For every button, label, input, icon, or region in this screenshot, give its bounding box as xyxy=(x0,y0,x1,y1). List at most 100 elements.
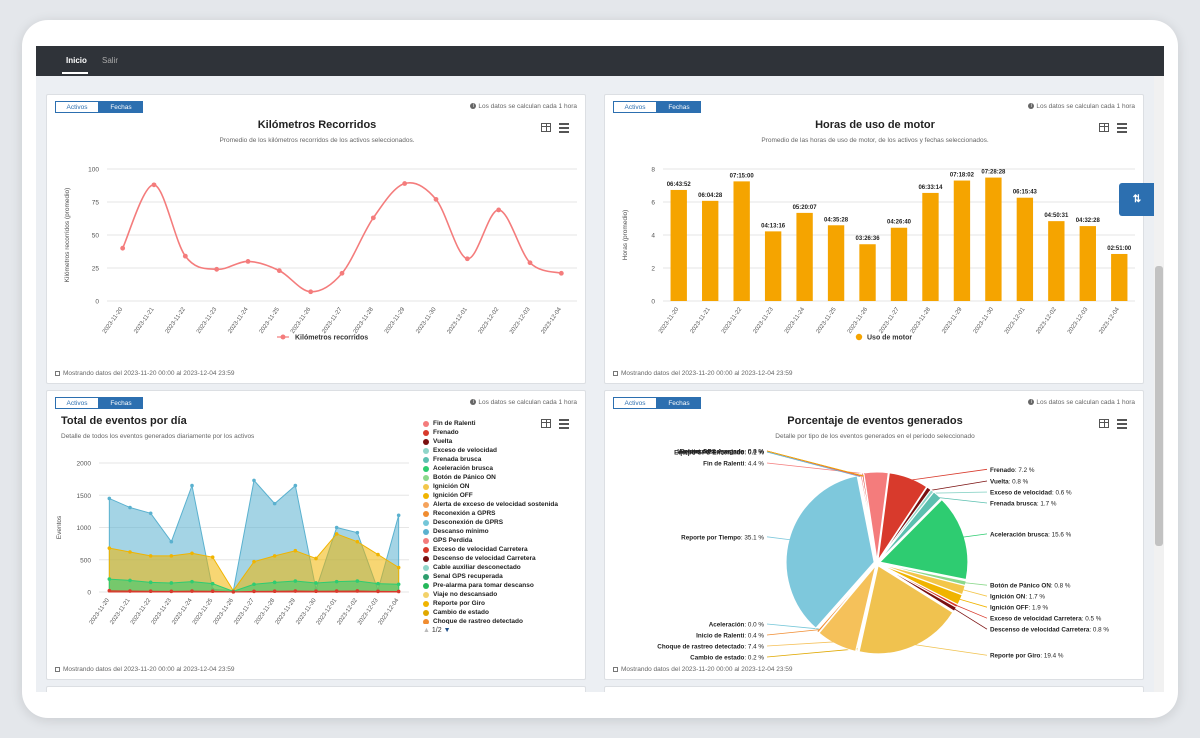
table-view-icon[interactable] xyxy=(1099,419,1109,428)
km-toggle-assets[interactable]: Activos xyxy=(55,101,99,113)
legend-item[interactable]: Ignición ON xyxy=(423,482,583,491)
event-data-point xyxy=(293,579,298,583)
event-data-point xyxy=(148,580,153,585)
legend-item[interactable]: Reporte por Giro xyxy=(423,599,583,608)
legend-item[interactable]: Alerta de exceso de velocidad sostenida xyxy=(423,500,583,509)
events-card: Activos Fechas i Los datos se calculan ca… xyxy=(46,390,586,680)
nav-home-link[interactable]: Inicio xyxy=(66,56,87,65)
motor-toggle-assets[interactable]: Activos xyxy=(613,101,657,113)
table-view-icon[interactable] xyxy=(541,419,551,428)
legend-item[interactable]: Frenado xyxy=(423,428,583,437)
bar-data-label: 07:18:02 xyxy=(950,173,975,179)
x-tick-label: 2023-12-01 xyxy=(446,306,469,335)
events-toggle-dates[interactable]: Fechas xyxy=(99,397,143,409)
motor-toggle-dates[interactable]: Fechas xyxy=(657,101,701,113)
pie-toggle-dates[interactable]: Fechas xyxy=(657,397,701,409)
legend-label: Uso de motor xyxy=(867,335,912,342)
y-axis-label: Eventos xyxy=(56,515,63,539)
motor-bar xyxy=(985,177,1002,301)
event-data-point xyxy=(231,590,236,594)
legend-item[interactable]: Descanso mínimo xyxy=(423,527,583,536)
x-tick-label: 2023-11-22 xyxy=(165,306,188,335)
pie-connector xyxy=(766,462,877,476)
x-tick-label: 2023-11-27 xyxy=(321,306,344,335)
legend-item[interactable]: Cambio de estado xyxy=(423,608,583,617)
legend-item[interactable]: GPS Perdida xyxy=(423,536,583,545)
bar-data-label: 06:33:14 xyxy=(918,185,943,191)
km-data-point xyxy=(370,215,376,221)
pie-refresh-note: i Los datos se calculan cada 1 hora xyxy=(1028,399,1135,406)
x-tick-label: 2023-11-24 xyxy=(227,306,250,335)
legend-dot-icon xyxy=(423,429,429,436)
pie-title: Porcentaje de eventos generados xyxy=(787,415,963,427)
pie-toolbar xyxy=(1099,419,1127,429)
y-axis-label: Horas (promedio) xyxy=(622,210,629,261)
legend-next-icon[interactable]: ▼ xyxy=(443,627,451,634)
legend-dot-icon xyxy=(423,582,429,589)
events-note-text: Los datos se calculan cada 1 hora xyxy=(478,399,577,406)
legend-item[interactable]: Pre-alarma para tomar descanso xyxy=(423,581,583,590)
table-view-icon[interactable] xyxy=(541,123,551,132)
legend-item[interactable]: Frenada brusca xyxy=(423,455,583,464)
legend-item[interactable]: Aceleración brusca xyxy=(423,464,583,473)
legend-item[interactable]: Reconexión a GPRS xyxy=(423,509,583,518)
events-toggle-assets[interactable]: Activos xyxy=(55,397,99,409)
legend-item[interactable]: Senal GPS recuperada xyxy=(423,572,583,581)
menu-icon[interactable] xyxy=(559,123,569,133)
x-tick-label: 2023-11-21 xyxy=(133,306,156,335)
pie-connector xyxy=(935,496,988,504)
legend-item[interactable]: Desconexión de GPRS xyxy=(423,518,583,527)
calendar-icon xyxy=(55,370,60,376)
legend-label: Pre-alarma para tomar descanso xyxy=(433,582,534,589)
legend-item[interactable]: Fin de Ralenti xyxy=(423,419,583,428)
km-title: Kilómetros Recorridos xyxy=(257,119,377,131)
legend-item[interactable]: Viaje no descansado xyxy=(423,590,583,599)
legend-label: Alerta de exceso de velocidad sostenida xyxy=(433,501,558,508)
legend-item[interactable]: Vuelta xyxy=(423,437,583,446)
km-card: Activos Fechas i Los datos se calculan ca… xyxy=(46,94,586,384)
table-view-icon[interactable] xyxy=(1099,123,1109,132)
motor-bar-chart: 0 2 4 6 8 2023-11-20 2023-11-21 2023-11-22 2023-… xyxy=(622,167,1135,342)
events-toggle: Activos Fechas xyxy=(55,397,143,409)
pie-toggle-assets[interactable]: Activos xyxy=(613,397,657,409)
pie-connector xyxy=(766,536,793,541)
pie-connector xyxy=(954,604,988,619)
side-toggle-tab[interactable]: ⇅ xyxy=(1119,183,1155,216)
event-data-point xyxy=(376,589,380,594)
legend-item[interactable]: Choque de rastreo detectado xyxy=(423,617,583,624)
bar-data-label: 06:43:52 xyxy=(667,182,692,188)
menu-icon[interactable] xyxy=(1117,123,1127,133)
legend-item[interactable]: Exceso de velocidad Carretera xyxy=(423,545,583,554)
pie-data-label: Cambio de estado: 0.2 % xyxy=(690,655,764,662)
pie-data-label: Equipo GPS Apagado: 0.0 % xyxy=(680,449,765,456)
event-data-point xyxy=(272,554,277,558)
scrollbar-thumb[interactable] xyxy=(1155,266,1163,546)
legend-item[interactable]: Cable auxiliar desconectado xyxy=(423,563,583,572)
x-tick-label: 2023-11-25 xyxy=(815,306,838,335)
event-data-point xyxy=(148,589,153,594)
legend-item[interactable]: Exceso de velocidad xyxy=(423,446,583,455)
legend-item[interactable]: Ignición OFF xyxy=(423,491,583,500)
y-tick-label: 0 xyxy=(95,299,99,306)
event-data-point xyxy=(169,581,174,585)
y-axis-label: Kilómetros recorridos (promedio) xyxy=(64,188,71,283)
legend-item[interactable]: Botón de Pánico ON xyxy=(423,473,583,482)
next-card-right xyxy=(604,686,1144,692)
km-data-point xyxy=(214,266,220,272)
legend-item[interactable]: Descenso de velocidad Carretera xyxy=(423,554,583,563)
pie-connector xyxy=(766,450,864,477)
nav-logout-link[interactable]: Salir xyxy=(102,56,119,65)
legend-prev-icon[interactable]: ▲ xyxy=(423,627,430,634)
y-tick-label: 4 xyxy=(651,233,655,240)
event-data-point xyxy=(293,483,298,488)
legend-label: Ignición OFF xyxy=(433,492,473,499)
legend-dot-icon xyxy=(423,564,429,571)
motor-toggle: Activos Fechas xyxy=(613,101,701,113)
event-data-point xyxy=(128,550,132,554)
menu-icon[interactable] xyxy=(1117,419,1127,429)
motor-bar xyxy=(764,231,782,301)
x-tick-label: 2023-11-29 xyxy=(384,306,407,335)
km-toggle-dates[interactable]: Fechas xyxy=(99,101,143,113)
x-tick-label: 2023-12-04 xyxy=(540,306,563,335)
menu-icon[interactable] xyxy=(559,419,569,429)
